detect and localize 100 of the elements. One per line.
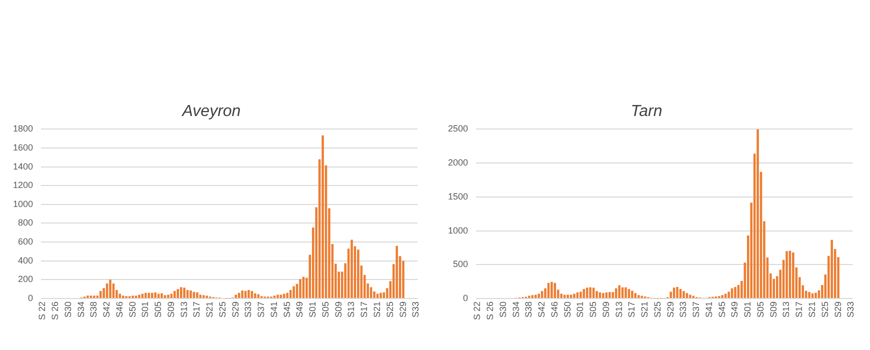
x-tick-label: S01 xyxy=(742,301,753,318)
x-tick-label: S05 xyxy=(588,301,598,318)
x-tick-label: S30 xyxy=(62,301,73,318)
x-tick-label: S29 xyxy=(832,301,843,318)
x-tick-label: S13 xyxy=(781,301,792,318)
x-tick-label: S29 xyxy=(230,301,240,318)
x-tick-label: S33 xyxy=(243,301,254,318)
bar xyxy=(370,287,372,298)
bar xyxy=(686,293,688,298)
bar xyxy=(292,286,295,298)
x-tick-label: S09 xyxy=(768,301,778,318)
x-tick-label: S46 xyxy=(549,301,560,318)
x-tick-label: S42 xyxy=(536,301,547,318)
bar xyxy=(276,294,279,298)
x-tick-label: S42 xyxy=(102,301,112,318)
bar xyxy=(624,287,627,298)
x-tick-label: S 26 xyxy=(50,301,60,320)
x-tick-label: S49 xyxy=(730,301,740,318)
y-tick-label: 600 xyxy=(18,236,34,247)
x-tick-label: S13 xyxy=(178,301,189,318)
x-tick-label: S05 xyxy=(153,301,164,318)
x-tick-label: S45 xyxy=(282,301,292,318)
bar xyxy=(792,252,794,298)
x-tick-label: S05 xyxy=(320,301,330,318)
x-tick-label: S30 xyxy=(498,301,508,318)
bar xyxy=(138,294,140,298)
y-tick-label: 500 xyxy=(452,259,468,270)
x-tick-label: S37 xyxy=(256,301,266,318)
x-tick-label: S50 xyxy=(127,301,138,318)
bar xyxy=(596,291,598,298)
x-tick-label: S17 xyxy=(626,301,637,318)
x-tick-label: S38 xyxy=(524,301,534,318)
y-tick-label: 2500 xyxy=(448,124,468,134)
x-tick-label: S21 xyxy=(372,301,382,318)
bar xyxy=(160,293,163,298)
bar xyxy=(241,290,244,298)
bar xyxy=(580,292,582,298)
bar xyxy=(573,294,576,298)
y-tick-label: 0 xyxy=(463,292,468,303)
bar xyxy=(631,290,634,298)
bar xyxy=(814,292,817,298)
x-tick-label: S25 xyxy=(820,301,830,318)
x-tick-label: S17 xyxy=(359,301,370,318)
x-tick-label: S 22 xyxy=(472,301,482,320)
x-tick-label: S 22 xyxy=(37,301,48,320)
x-tick-label: S09 xyxy=(333,301,344,318)
bar xyxy=(560,294,562,298)
bar xyxy=(190,290,192,298)
x-tick-label: S01 xyxy=(140,301,150,318)
x-tick-label: S25 xyxy=(217,301,228,318)
bar xyxy=(174,290,176,298)
bar xyxy=(176,289,179,298)
bar xyxy=(608,292,611,298)
x-tick-label: S41 xyxy=(268,301,279,318)
bar xyxy=(612,292,614,298)
bar xyxy=(589,287,592,298)
bar xyxy=(538,294,540,298)
y-tick-label: 0 xyxy=(28,292,34,303)
x-tick-label: S17 xyxy=(794,301,804,318)
bar xyxy=(734,286,736,298)
bar xyxy=(550,282,553,298)
y-tick-label: 800 xyxy=(18,218,34,228)
bar xyxy=(154,292,156,298)
x-tick-label: S01 xyxy=(575,301,586,318)
bar xyxy=(257,294,260,298)
bar xyxy=(830,240,833,298)
bar xyxy=(602,293,604,298)
bar xyxy=(357,250,360,298)
bar xyxy=(164,295,166,298)
x-tick-label: S33 xyxy=(410,301,421,318)
y-tick-label: 400 xyxy=(18,255,34,266)
x-tick-label: S38 xyxy=(88,301,99,318)
bar xyxy=(234,294,237,298)
bar xyxy=(167,294,170,298)
x-tick-label: S13 xyxy=(346,301,356,318)
bar xyxy=(280,294,282,298)
y-tick-label: 2000 xyxy=(448,158,468,168)
bar xyxy=(676,286,678,298)
bar xyxy=(728,292,730,298)
bar xyxy=(380,292,382,298)
bar xyxy=(202,295,205,298)
bar xyxy=(531,295,534,298)
y-tick-label: 1200 xyxy=(12,180,34,190)
x-tick-label: S45 xyxy=(716,301,727,318)
x-tick-label: S25 xyxy=(384,301,395,318)
bar xyxy=(199,294,202,298)
chart-title: Aveyron xyxy=(181,103,241,120)
y-tick-label: 1000 xyxy=(448,225,468,236)
bar xyxy=(670,292,672,298)
bar xyxy=(721,295,724,298)
bar xyxy=(689,294,692,298)
chart-title: Tarn xyxy=(630,103,662,120)
bar xyxy=(248,290,250,298)
x-tick-label: S37 xyxy=(691,301,702,318)
x-tick-label: S09 xyxy=(600,301,611,318)
bar xyxy=(672,288,676,298)
x-tick-label: S34 xyxy=(510,301,521,318)
bar xyxy=(396,246,398,298)
x-tick-label: S21 xyxy=(806,301,817,318)
x-tick-label: S29 xyxy=(398,301,408,318)
